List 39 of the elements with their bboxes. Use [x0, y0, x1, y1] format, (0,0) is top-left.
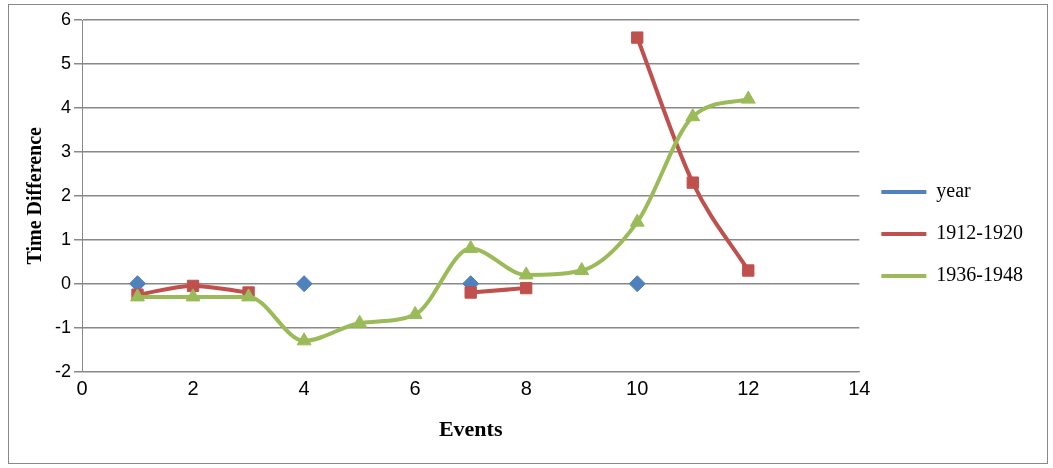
- x-tick-label: 4: [298, 377, 310, 400]
- legend-label: 1936-1948: [936, 263, 1024, 286]
- point: [295, 275, 313, 293]
- y-tick-label: 6: [60, 8, 71, 29]
- y-tick-label: -1: [54, 316, 71, 337]
- x-tick-label: 14: [848, 377, 871, 400]
- point: [629, 213, 645, 227]
- y-axis-title: Time Difference: [23, 126, 46, 265]
- y-tick-label: 4: [60, 96, 71, 117]
- x-tick-label: 2: [187, 377, 199, 400]
- point: [685, 108, 701, 122]
- legend-label: 1912-1920: [936, 221, 1024, 244]
- x-tick-label: 12: [737, 377, 760, 400]
- y-tick-label: 5: [60, 52, 71, 73]
- y-tick-label: 2: [60, 184, 71, 205]
- y-tick-label: -2: [54, 360, 71, 381]
- point: [742, 264, 755, 277]
- point: [407, 305, 423, 319]
- point: [574, 262, 590, 276]
- y-tick-label: 3: [60, 140, 71, 161]
- y-tick-label: 1: [60, 228, 71, 249]
- y-tick-label: 0: [60, 272, 71, 293]
- point: [631, 31, 644, 44]
- point: [296, 332, 312, 346]
- point: [518, 266, 534, 280]
- point: [352, 314, 368, 328]
- point: [520, 281, 533, 295]
- x-tick-label: 8: [520, 377, 532, 400]
- point: [686, 176, 699, 189]
- point: [185, 288, 201, 302]
- point: [740, 90, 756, 104]
- legend-label: year: [936, 179, 972, 203]
- point: [463, 240, 479, 254]
- x-tick-label: 6: [409, 377, 421, 400]
- x-axis-title: Events: [438, 416, 503, 442]
- point: [628, 275, 646, 293]
- x-tick-label: 10: [626, 377, 649, 400]
- x-tick-label: 0: [76, 377, 88, 400]
- point: [464, 286, 477, 299]
